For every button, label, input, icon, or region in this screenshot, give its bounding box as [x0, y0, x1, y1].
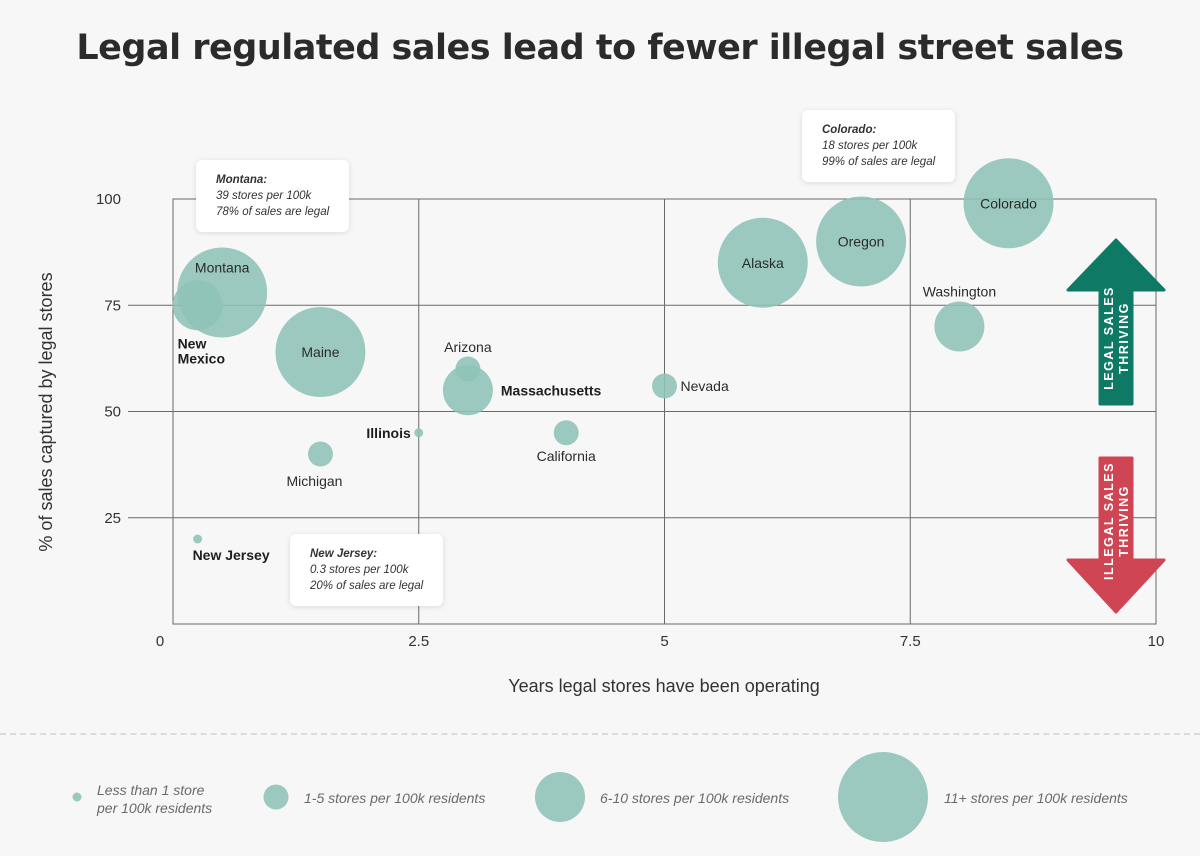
y-tick-label: 75 — [104, 297, 121, 314]
point-label: California — [537, 448, 596, 464]
point-label: New Mexico — [178, 335, 225, 366]
bubble-alaska — [717, 217, 808, 308]
y-axis-title: % of sales captured by legal stores — [36, 272, 56, 551]
callout-title: Montana: — [216, 174, 268, 186]
callout-line: 20% of sales are legal — [310, 580, 424, 592]
point-label: New Jersey — [193, 547, 270, 563]
legend-swatch — [838, 752, 928, 842]
x-tick-label: 10 — [1148, 633, 1165, 650]
bubble-new-mexico — [172, 280, 223, 331]
bubble-illinois — [414, 428, 424, 438]
callout-title: Colorado: — [822, 124, 877, 136]
legend-divider — [0, 733, 1200, 735]
legend-label: 6-10 stores per 100k residents — [600, 790, 790, 806]
point-label: Nevada — [681, 378, 729, 394]
x-tick-label: 5 — [660, 633, 668, 650]
y-tick-label: 50 — [104, 404, 121, 421]
x-tick-label: 0 — [156, 633, 164, 650]
callout-line: 39 stores per 100k — [216, 190, 312, 202]
callout-line: 0.3 stores per 100k — [310, 564, 409, 576]
point-label: Massachusetts — [501, 382, 602, 398]
y-tick-label: 25 — [104, 510, 121, 527]
point-label: Arizona — [444, 339, 492, 355]
callout-line: 99% of sales are legal — [822, 156, 936, 168]
callout-line: 18 stores per 100k — [822, 140, 918, 152]
legal-sales-arrow — [1066, 238, 1166, 406]
bubble-oregon — [816, 196, 907, 287]
bubble-maine — [275, 307, 366, 397]
legend-label-line: Less than 1 store — [97, 782, 205, 798]
point-label: Montana — [195, 260, 250, 276]
x-tick-label: 2.5 — [408, 633, 429, 650]
legend-label: Less than 1 store per 100k residents — [97, 781, 212, 817]
bubble-washington — [934, 301, 985, 352]
bubble-colorado — [963, 158, 1054, 249]
legend-swatch — [535, 772, 585, 822]
callout-colorado: Colorado: 18 stores per 100k 99% of sale… — [802, 110, 956, 182]
point-label: Illinois — [366, 425, 411, 441]
bubble-arizona — [455, 356, 481, 382]
bubble-michigan — [307, 441, 333, 467]
x-axis-title: Years legal stores have been operating — [508, 676, 820, 696]
legend-swatch — [72, 792, 82, 802]
legend-label: 11+ stores per 100k residents — [944, 790, 1128, 806]
bubble-nevada — [652, 373, 677, 399]
bubble-massachusetts — [442, 365, 493, 416]
legal-sales-arrow-label: LEGAL SALESTHRIVING — [1102, 286, 1131, 390]
legend-label-line: per 100k residents — [97, 800, 213, 816]
point-label: Washington — [923, 284, 996, 300]
callout-line: 78% of sales are legal — [216, 206, 330, 218]
callout-montana: Montana: 39 stores per 100k 78% of sales… — [196, 160, 350, 232]
legend-swatch — [263, 784, 289, 810]
bubble-new-jersey — [193, 534, 203, 544]
point-label: Maine — [301, 344, 339, 360]
callout-new-jersey: New Jersey: 0.3 stores per 100k 20% of s… — [290, 534, 444, 606]
point-label: Michigan — [286, 473, 342, 489]
illegal-sales-arrow — [1066, 456, 1166, 614]
chart-title: Legal regulated sales lead to fewer ille… — [76, 28, 1124, 68]
point-label: Alaska — [742, 255, 784, 271]
point-label: Oregon — [838, 234, 885, 250]
bubble-california — [553, 420, 579, 446]
y-tick-label: 100 — [96, 191, 121, 208]
legend-label: 1-5 stores per 100k residents — [304, 790, 486, 806]
callout-title: New Jersey: — [310, 548, 378, 560]
x-tick-label: 7.5 — [900, 633, 921, 650]
illegal-sales-arrow-label: ILLEGAL SALESTHRIVING — [1102, 462, 1131, 580]
point-label: Colorado — [980, 195, 1037, 211]
